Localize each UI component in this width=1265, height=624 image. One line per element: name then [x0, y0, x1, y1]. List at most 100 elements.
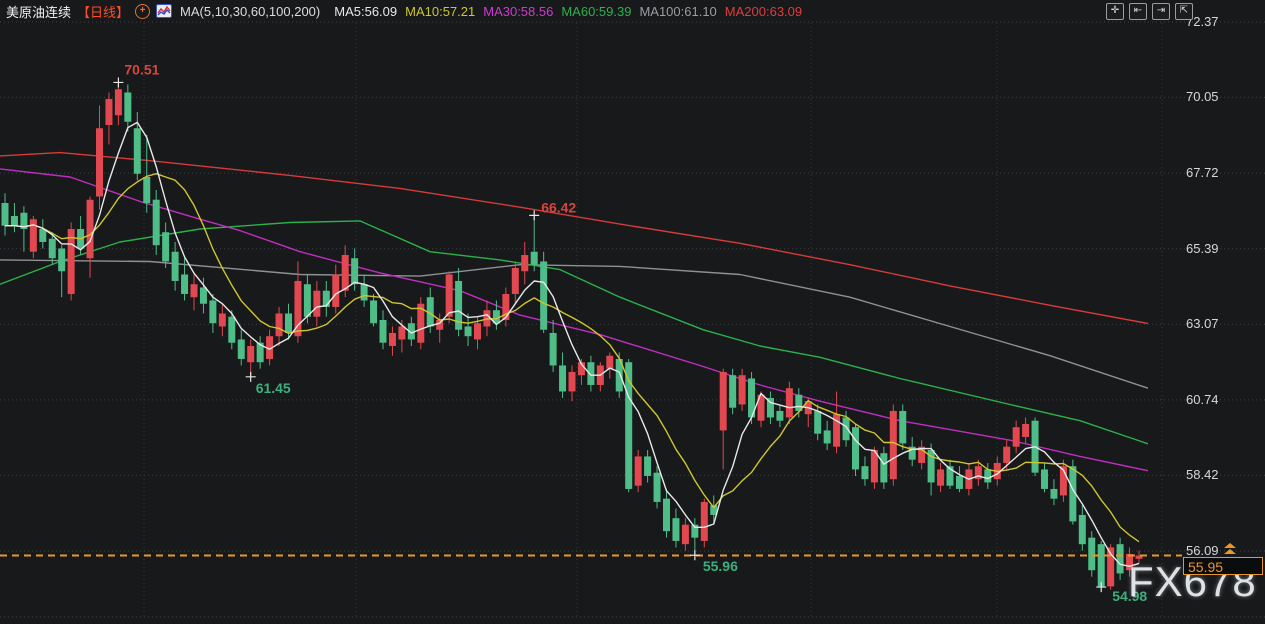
- candle: [1041, 469, 1048, 489]
- candle: [587, 362, 595, 385]
- candle: [672, 518, 680, 541]
- ma-legend-item: MA60:59.39: [561, 3, 632, 19]
- candle: [114, 89, 122, 116]
- candle: [625, 362, 633, 489]
- ma-legend-item: MA200:63.09: [724, 3, 803, 19]
- candle: [814, 410, 822, 434]
- candle: [1069, 466, 1077, 522]
- candle: [266, 336, 274, 359]
- candle: [370, 300, 378, 324]
- candle: [247, 345, 255, 363]
- candle: [105, 99, 113, 126]
- ma60-line: [0, 220, 1149, 445]
- header-bar: 美原油连续 【日线】 + MA(5,10,30,60,100,200) MA5:…: [0, 0, 1265, 22]
- candle: [398, 326, 406, 340]
- fit-chart-button[interactable]: ⇱: [1175, 3, 1193, 20]
- candle: [124, 92, 132, 122]
- candle: [738, 375, 746, 405]
- scroll-right-button[interactable]: ⇥: [1152, 3, 1170, 20]
- candle: [29, 219, 37, 252]
- candle: [379, 319, 387, 343]
- candle: [322, 290, 330, 307]
- candle: [663, 498, 670, 532]
- candle: [681, 524, 689, 545]
- ma-legend-item: MA30:58.56: [483, 3, 554, 19]
- extreme-cross-marker: [529, 210, 540, 221]
- candle: [1116, 544, 1124, 574]
- candle: [1126, 553, 1134, 571]
- last-price-tag: 55.95: [1183, 557, 1263, 575]
- price-annotation: 54.98: [1112, 588, 1147, 604]
- candle: [20, 212, 28, 229]
- add-indicator-icon[interactable]: +: [135, 3, 151, 19]
- candle: [606, 355, 614, 369]
- price-annotation: 55.96: [703, 558, 738, 574]
- ma-legend-item: MA5:56.09: [334, 3, 398, 19]
- price-annotation: 70.51: [124, 61, 159, 77]
- pan-tool-button[interactable]: ✛: [1106, 3, 1124, 20]
- candle: [86, 199, 94, 259]
- candle: [313, 290, 321, 317]
- candle: [133, 128, 141, 174]
- candle: [1107, 547, 1115, 587]
- chart-type-icon[interactable]: [156, 4, 173, 18]
- candle: [908, 446, 916, 460]
- candle: [256, 342, 264, 363]
- candle: [700, 501, 708, 541]
- ma5-line: [5, 121, 1140, 567]
- candle: [39, 228, 47, 242]
- candle: [332, 274, 340, 307]
- candle: [417, 303, 425, 343]
- period-tag: 【日线】: [77, 4, 130, 20]
- price-alert-icon[interactable]: [1224, 543, 1237, 556]
- candle: [634, 456, 642, 486]
- candle: [842, 417, 850, 441]
- extreme-cross-marker: [245, 371, 256, 382]
- candle: [861, 466, 869, 480]
- candle: [577, 362, 585, 376]
- candle: [228, 316, 236, 343]
- candle: [1022, 423, 1030, 437]
- candle: [549, 332, 557, 366]
- extreme-cross-marker: [1096, 582, 1107, 593]
- ma-legend-item: MA10:57.21: [405, 3, 476, 19]
- candle: [162, 232, 170, 262]
- candle: [540, 261, 548, 330]
- candle: [785, 388, 793, 418]
- candle: [143, 176, 151, 203]
- candle: [181, 274, 189, 294]
- candle: [445, 274, 453, 317]
- candle: [1135, 555, 1143, 559]
- candle: [937, 469, 945, 486]
- candle: [776, 410, 784, 421]
- candle: [455, 280, 463, 330]
- candle: [1050, 488, 1058, 499]
- candle: [1, 202, 9, 226]
- candle: [719, 371, 727, 431]
- candle: [218, 313, 226, 327]
- candle: [1059, 466, 1067, 496]
- candle: [568, 371, 576, 392]
- candle: [823, 430, 831, 444]
- candle: [795, 394, 803, 411]
- candle: [757, 394, 765, 421]
- candle: [729, 375, 737, 408]
- candle: [502, 293, 510, 320]
- candle: [559, 365, 567, 392]
- candle: [492, 310, 500, 324]
- candle: [644, 456, 652, 476]
- candle: [955, 475, 963, 489]
- candle: [710, 505, 718, 515]
- candle: [96, 128, 103, 197]
- ma200-line: [0, 151, 1149, 325]
- candle: [615, 358, 623, 392]
- candle: [275, 313, 283, 337]
- candle: [918, 446, 926, 463]
- ma-legend: MA5:56.09 MA10:57.21 MA30:58.56 MA60:59.39 M…: [326, 4, 802, 19]
- candle: [521, 254, 529, 272]
- candle: [407, 323, 415, 340]
- scroll-left-button[interactable]: ⇤: [1129, 3, 1147, 20]
- candle: [946, 466, 954, 486]
- candle: [341, 254, 349, 291]
